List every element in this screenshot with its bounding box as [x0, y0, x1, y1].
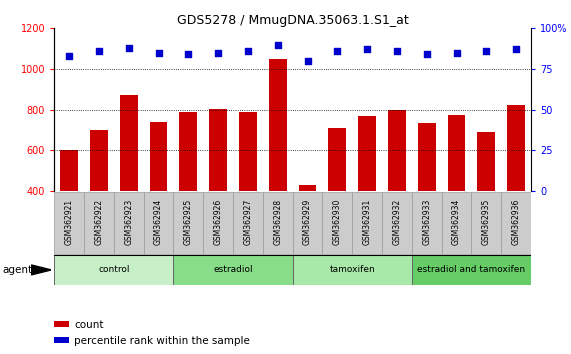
Bar	[120, 96, 138, 191]
Point	[214, 50, 223, 56]
Point	[333, 48, 342, 54]
Text: GSM362924: GSM362924	[154, 199, 163, 245]
FancyBboxPatch shape	[54, 193, 84, 253]
Bar	[54, 321, 69, 327]
Point	[452, 50, 461, 56]
FancyBboxPatch shape	[203, 193, 233, 253]
Bar	[54, 255, 174, 285]
Point	[482, 48, 491, 54]
Point	[303, 58, 312, 64]
Point	[124, 45, 133, 51]
Bar	[448, 115, 465, 191]
Text: percentile rank within the sample: percentile rank within the sample	[74, 336, 250, 346]
Point	[273, 42, 282, 47]
Bar	[150, 122, 167, 191]
Text: GSM362927: GSM362927	[243, 199, 252, 245]
Bar	[358, 116, 376, 191]
Text: GSM362936: GSM362936	[512, 199, 521, 245]
Bar	[239, 112, 257, 191]
Bar	[269, 59, 287, 191]
FancyBboxPatch shape	[472, 193, 501, 253]
Text: control: control	[98, 266, 130, 274]
Text: GSM362933: GSM362933	[422, 199, 431, 245]
FancyBboxPatch shape	[412, 193, 441, 253]
Text: GSM362923: GSM362923	[124, 199, 133, 245]
Bar	[90, 130, 108, 191]
FancyBboxPatch shape	[233, 193, 263, 253]
Bar	[299, 185, 316, 191]
FancyBboxPatch shape	[84, 193, 114, 253]
Bar	[179, 112, 198, 191]
FancyBboxPatch shape	[382, 193, 412, 253]
FancyBboxPatch shape	[263, 193, 292, 253]
Bar	[292, 255, 412, 285]
Text: GSM362932: GSM362932	[392, 199, 401, 245]
FancyBboxPatch shape	[174, 193, 203, 253]
Bar	[209, 109, 227, 191]
Point	[512, 47, 521, 52]
Text: GSM362930: GSM362930	[333, 199, 342, 245]
Point	[392, 48, 401, 54]
Bar	[477, 132, 495, 191]
Bar	[60, 150, 78, 191]
FancyBboxPatch shape	[292, 193, 323, 253]
Text: GSM362929: GSM362929	[303, 199, 312, 245]
Title: GDS5278 / MmugDNA.35063.1.S1_at: GDS5278 / MmugDNA.35063.1.S1_at	[177, 14, 408, 27]
Text: GSM362921: GSM362921	[65, 199, 74, 245]
Point	[363, 47, 372, 52]
Bar	[412, 255, 531, 285]
Point	[422, 52, 431, 57]
Text: GSM362922: GSM362922	[94, 199, 103, 245]
FancyBboxPatch shape	[114, 193, 144, 253]
Bar	[388, 110, 406, 191]
Text: estradiol: estradiol	[213, 266, 253, 274]
FancyBboxPatch shape	[352, 193, 382, 253]
Text: GSM362934: GSM362934	[452, 199, 461, 245]
Text: GSM362931: GSM362931	[363, 199, 372, 245]
Bar	[418, 123, 436, 191]
Point	[154, 50, 163, 56]
FancyBboxPatch shape	[323, 193, 352, 253]
FancyBboxPatch shape	[144, 193, 174, 253]
Text: tamoxifen: tamoxifen	[329, 266, 375, 274]
Point	[65, 53, 74, 59]
Polygon shape	[31, 265, 51, 275]
Text: estradiol and tamoxifen: estradiol and tamoxifen	[417, 266, 525, 274]
Bar	[54, 337, 69, 343]
Text: GSM362928: GSM362928	[274, 199, 282, 245]
Text: agent: agent	[3, 265, 33, 275]
FancyBboxPatch shape	[441, 193, 472, 253]
Text: GSM362935: GSM362935	[482, 199, 491, 245]
FancyBboxPatch shape	[501, 193, 531, 253]
Point	[184, 52, 193, 57]
Text: GSM362925: GSM362925	[184, 199, 193, 245]
Text: count: count	[74, 320, 104, 330]
Point	[243, 48, 252, 54]
Point	[94, 48, 103, 54]
Bar	[507, 105, 525, 191]
Bar	[328, 128, 346, 191]
Text: GSM362926: GSM362926	[214, 199, 223, 245]
Bar	[174, 255, 292, 285]
